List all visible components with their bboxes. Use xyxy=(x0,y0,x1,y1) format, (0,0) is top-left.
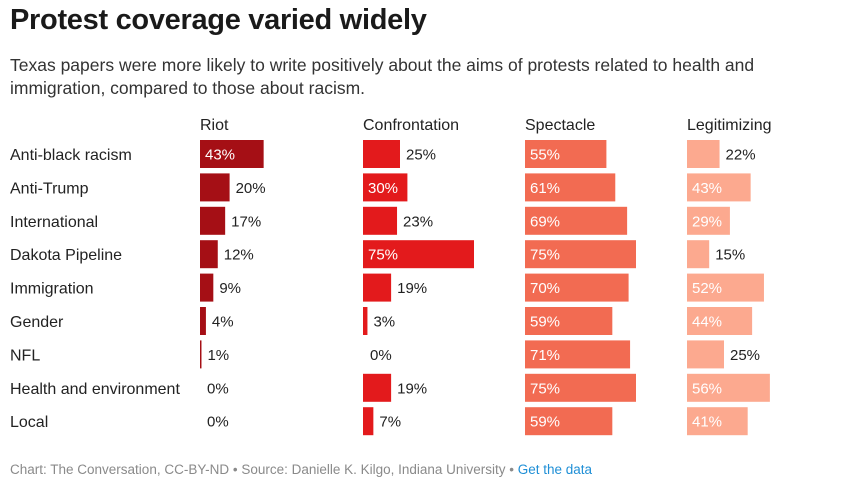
chart-subtitle: Texas papers were more likely to write p… xyxy=(10,55,755,98)
bar-riot xyxy=(200,140,264,168)
value-label-riot: 43% xyxy=(205,147,235,164)
value-label-confrontation: 0% xyxy=(370,347,392,364)
bar-confrontation xyxy=(363,173,408,202)
column-header-riot: Riot xyxy=(200,117,229,134)
value-label-riot: 20% xyxy=(236,180,266,197)
bar-confrontation xyxy=(363,373,392,402)
value-label-riot: 4% xyxy=(212,314,234,331)
bar-legitimizing xyxy=(687,307,753,335)
value-label-spectacle: 75% xyxy=(530,247,560,264)
bar-spectacle xyxy=(525,407,613,436)
category-label: Gender xyxy=(10,314,64,331)
bar-riot xyxy=(200,240,218,269)
value-label-riot: 9% xyxy=(219,280,241,297)
bar-confrontation xyxy=(363,407,374,436)
bar-spectacle xyxy=(525,373,636,402)
value-label-confrontation: 75% xyxy=(368,247,398,264)
bar-legitimizing xyxy=(687,206,730,235)
value-label-confrontation: 7% xyxy=(379,414,401,431)
bar-legitimizing xyxy=(687,340,724,369)
bar-riot xyxy=(200,307,206,335)
value-label-confrontation: 19% xyxy=(397,380,427,397)
value-label-legitimizing: 52% xyxy=(692,280,722,297)
value-label-legitimizing: 15% xyxy=(715,247,745,264)
get-the-data-link[interactable]: Get the data xyxy=(517,462,592,477)
value-label-legitimizing: 56% xyxy=(692,380,722,397)
value-label-spectacle: 69% xyxy=(530,213,560,230)
category-label: Anti-Trump xyxy=(10,180,89,197)
bar-confrontation xyxy=(363,307,368,335)
bar-confrontation xyxy=(363,206,398,235)
column-header-confrontation: Confrontation xyxy=(363,117,459,134)
bar-legitimizing xyxy=(687,373,770,402)
bar-riot xyxy=(200,206,226,235)
chart-title: Protest coverage varied widely xyxy=(10,4,427,36)
value-label-riot: 0% xyxy=(207,380,229,397)
column-header-legitimizing: Legitimizing xyxy=(687,117,771,134)
bar-spectacle xyxy=(525,140,607,168)
value-label-legitimizing: 44% xyxy=(692,314,722,331)
value-label-spectacle: 61% xyxy=(530,180,560,197)
value-label-legitimizing: 29% xyxy=(692,213,722,230)
value-label-riot: 1% xyxy=(207,347,229,364)
value-label-spectacle: 75% xyxy=(530,380,560,397)
value-label-confrontation: 3% xyxy=(373,314,395,331)
value-label-legitimizing: 41% xyxy=(692,414,722,431)
value-label-confrontation: 30% xyxy=(368,180,398,197)
value-label-spectacle: 55% xyxy=(530,147,560,164)
value-label-spectacle: 71% xyxy=(530,347,560,364)
footer-credit: Chart: The Conversation, CC-BY-ND • Sour… xyxy=(10,462,518,477)
value-label-confrontation: 25% xyxy=(406,147,436,164)
bar-confrontation xyxy=(363,273,392,302)
bar-spectacle xyxy=(525,240,636,269)
value-label-legitimizing: 25% xyxy=(730,347,760,364)
value-label-confrontation: 19% xyxy=(397,280,427,297)
bar-spectacle xyxy=(525,307,613,335)
bar-riot xyxy=(200,273,214,302)
category-label: Anti-black racism xyxy=(10,147,132,164)
bar-confrontation xyxy=(363,240,474,269)
value-label-riot: 17% xyxy=(231,213,261,230)
bar-legitimizing xyxy=(687,407,748,436)
bar-legitimizing xyxy=(687,173,751,202)
value-label-confrontation: 23% xyxy=(403,213,433,230)
footer: Chart: The Conversation, CC-BY-ND • Sour… xyxy=(10,462,592,477)
value-label-legitimizing: 43% xyxy=(692,180,722,197)
bar-spectacle xyxy=(525,340,631,369)
bar-riot xyxy=(200,340,202,369)
category-label: International xyxy=(10,214,98,231)
bar-spectacle xyxy=(525,206,628,235)
bar-legitimizing xyxy=(687,240,710,269)
bar-spectacle xyxy=(525,273,629,302)
category-label: NFL xyxy=(10,347,40,364)
value-label-legitimizing: 22% xyxy=(726,147,756,164)
category-label: Local xyxy=(10,414,48,431)
value-label-spectacle: 59% xyxy=(530,414,560,431)
bar-spectacle xyxy=(525,173,616,202)
bar-legitimizing xyxy=(687,273,764,302)
bar-riot xyxy=(200,173,230,202)
value-label-spectacle: 70% xyxy=(530,280,560,297)
value-label-spectacle: 59% xyxy=(530,314,560,331)
category-label: Health and environment xyxy=(10,381,180,398)
value-label-riot: 0% xyxy=(207,414,229,431)
column-header-spectacle: Spectacle xyxy=(525,117,595,134)
category-label: Immigration xyxy=(10,281,94,298)
value-label-riot: 12% xyxy=(224,247,254,264)
category-label: Dakota Pipeline xyxy=(10,247,122,264)
bar-legitimizing xyxy=(687,140,720,168)
bar-confrontation xyxy=(363,140,400,168)
